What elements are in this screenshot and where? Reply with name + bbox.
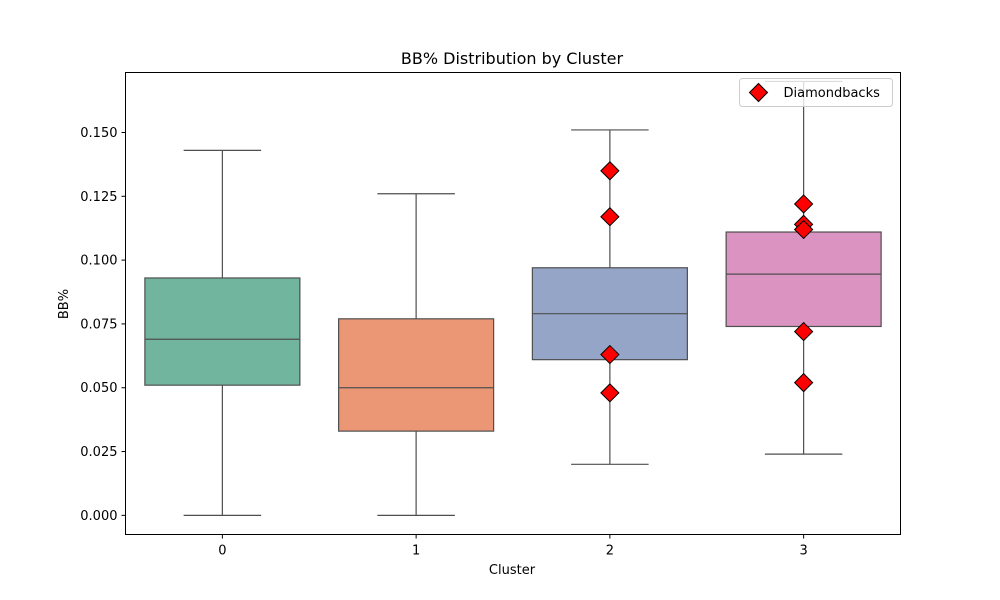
legend-marker: [748, 82, 769, 103]
y-tick-label: 0.050: [80, 381, 117, 396]
y-tick-label: 0.125: [80, 190, 117, 205]
box-group-0: [144, 149, 301, 516]
x-tick-label: 3: [799, 544, 807, 559]
y-tick-label: 0.100: [80, 254, 117, 269]
y-tick-label: 0.150: [80, 126, 117, 141]
y-axis-label: BB%: [57, 289, 72, 319]
legend-label: Diamondbacks: [784, 86, 881, 101]
box-iqr: [338, 318, 495, 432]
plot-area: [144, 80, 882, 516]
box-iqr: [144, 277, 301, 386]
x-tick-label: 2: [606, 544, 614, 559]
plot-frame: [125, 72, 901, 535]
data-point: [793, 194, 814, 214]
y-tick-label: 0.000: [80, 509, 117, 524]
box-group-1: [338, 193, 495, 516]
chart-title: BB% Distribution by Cluster: [401, 49, 624, 68]
legend: Diamondbacks: [739, 78, 893, 107]
series-diamondbacks: [600, 161, 814, 403]
data-point: [793, 372, 814, 393]
y-tick-label: 0.025: [80, 445, 117, 460]
data-point: [793, 321, 814, 342]
axes: 0.000 0.025 0.050 0.075 0.100 0.125 0.150 0 1 2 3: [80, 126, 807, 559]
x-tick-label: 0: [218, 544, 226, 559]
x-tick-label: 1: [412, 544, 420, 559]
y-tick-label: 0.075: [80, 317, 117, 332]
legend-box: [739, 78, 893, 107]
x-axis-label: Cluster: [489, 563, 536, 578]
box-group-2: [531, 129, 688, 465]
data-point: [793, 219, 814, 240]
data-point: [600, 207, 620, 227]
data-point: [600, 383, 620, 403]
data-point: [600, 344, 620, 365]
box-iqr: [725, 231, 882, 328]
data-point: [600, 161, 620, 181]
box-group-3: [725, 80, 882, 455]
